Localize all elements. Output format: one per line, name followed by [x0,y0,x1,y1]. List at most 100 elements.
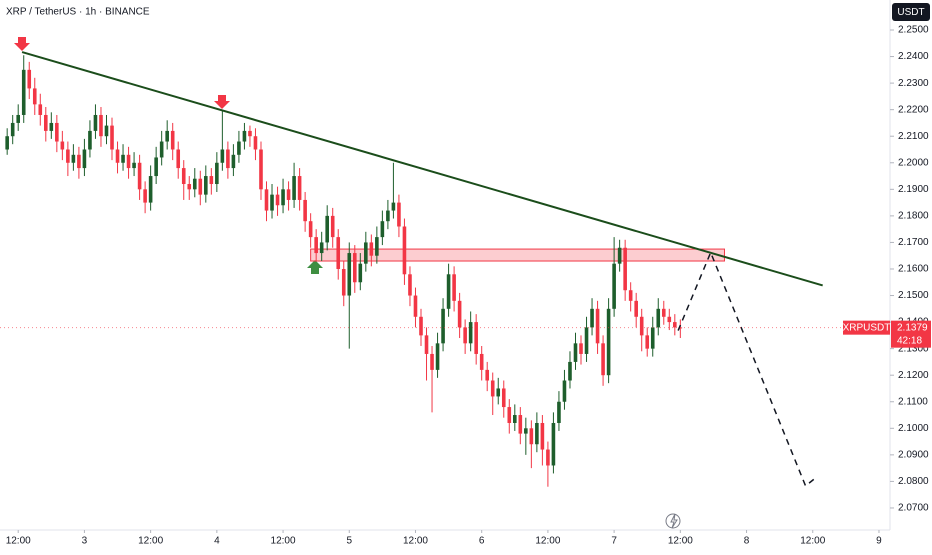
candle-body [369,242,374,256]
candle-body [507,407,512,423]
projection-path [677,250,816,488]
buy-arrow [307,260,323,274]
candle-body [595,308,600,344]
candle-body [259,149,263,190]
candle-body [347,253,352,296]
trendline [21,51,823,287]
candle-body [501,388,506,408]
y-tick-label: 2.1300 [898,343,929,354]
candle-body [319,242,324,254]
candle-body [248,130,252,137]
y-tick-label: 2.1900 [898,184,929,195]
candle-body [325,215,329,243]
candle-body [512,415,517,423]
candle-body [231,154,236,169]
x-tick-label: 12:00 [138,536,163,547]
candle-body [557,401,561,423]
candle-body [446,274,451,309]
candle-body [43,114,48,131]
x-tick-label: 12:00 [271,536,296,547]
candle-body [209,176,214,185]
candle-body [49,122,54,131]
candle-body [143,189,147,203]
candle-body [132,162,136,169]
candle-body [297,176,302,200]
candle-body [645,335,650,349]
candle-body [314,237,318,254]
chart-title: XRP / TetherUS · 1h · BINANCE [6,7,150,18]
candle-body [198,178,203,195]
candle-body [159,141,164,158]
candle-body [496,388,501,397]
candle-body [292,176,296,200]
x-tick-label: 6 [479,536,485,547]
plot [5,51,823,488]
candle-body [546,449,550,466]
y-tick-label: 2.1600 [898,264,929,275]
candle-body [27,69,32,89]
candle-body [170,130,175,150]
candle-body [540,422,545,450]
y-tick-label: 2.2200 [898,104,929,115]
candle-body [430,353,434,370]
candle-body [391,202,396,211]
candle-body [21,69,26,115]
y-tick-label: 2.2000 [898,157,929,168]
y-tick-label: 2.2400 [898,51,929,62]
candle-body [154,157,158,177]
candle-body [237,141,241,155]
candle-body [148,176,153,203]
candle-body [16,114,21,123]
candle-body [275,194,280,206]
event-icon-ring[interactable] [665,513,681,529]
candle-body [71,154,76,163]
candle-body [402,226,407,275]
price-label: 2.1379 [897,322,928,333]
x-tick-label: 3 [82,536,88,547]
y-tick-label: 2.1200 [898,370,929,381]
candle-body [226,149,230,169]
candle-body [419,316,423,336]
symbol-label: XRPUSDT [843,322,891,333]
candle-body [82,149,87,169]
y-tick-label: 2.1500 [898,290,929,301]
candle-body [281,189,285,206]
x-tick-label: 12:00 [800,536,825,547]
candle-body [88,130,92,150]
candle-body [99,114,103,137]
candle-body [126,154,131,169]
candle-body [330,215,335,238]
y-tick-label: 2.1000 [898,423,929,434]
candle-body [264,189,269,211]
candle-body [181,168,186,185]
candle-body [424,335,429,354]
candle-body [579,343,583,354]
y-tick-label: 2.1700 [898,237,929,248]
candle-body [352,253,357,283]
candle-body [386,210,390,222]
candle-body [10,122,15,137]
candle-body [413,295,418,317]
candle-body [303,199,307,222]
y-tick-label: 2.0800 [898,476,929,487]
candle-body [110,125,114,150]
candle-body [623,247,627,291]
currency-label[interactable]: USDT [897,7,924,18]
candle-body [137,162,142,190]
candle-body [60,141,65,150]
candle-body [529,428,534,445]
candle-body [673,322,677,328]
currency-button[interactable] [892,3,930,21]
y-tick-label: 2.1800 [898,211,929,222]
candle-body [656,308,661,328]
y-tick-label: 2.2100 [898,131,929,142]
candle-body [220,149,225,163]
candle-body [380,221,385,238]
candle-body [5,136,9,150]
sell-arrow [14,37,30,51]
candle-body [612,263,616,309]
candle-body [38,104,43,115]
candle-body [639,316,644,336]
